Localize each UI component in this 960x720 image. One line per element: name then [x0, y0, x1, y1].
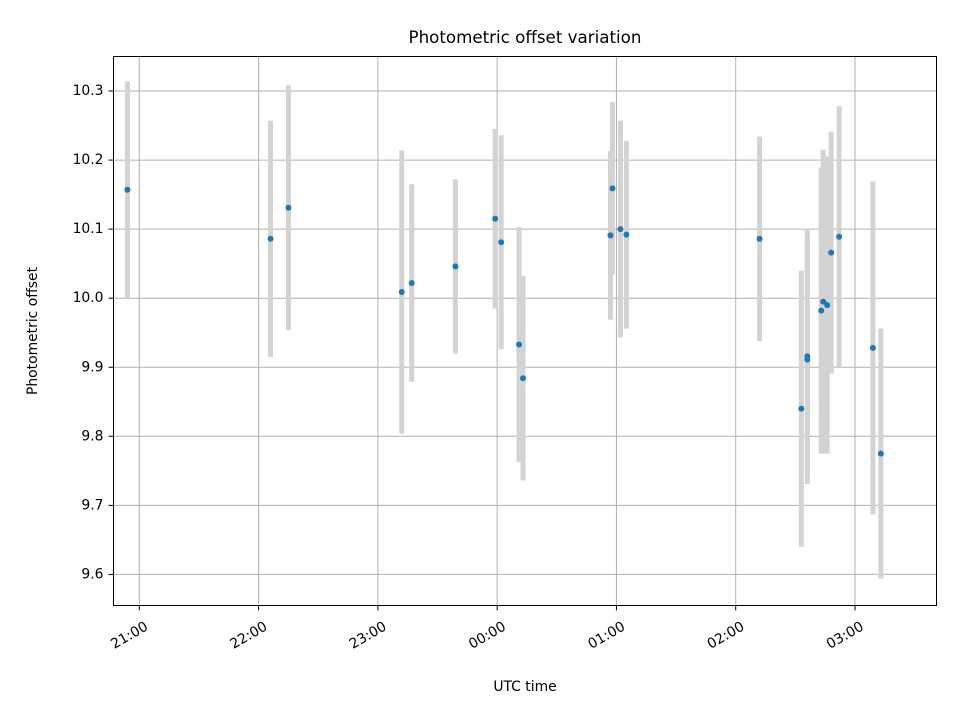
chart-title: Photometric offset variation: [409, 27, 642, 47]
y-tick-label: 9.8: [81, 428, 103, 444]
data-point: [492, 215, 499, 222]
y-axis-label: Photometric offset: [25, 266, 41, 395]
data-point: [124, 186, 131, 193]
data-point: [804, 356, 811, 363]
grid: [113, 56, 937, 606]
data-point: [408, 280, 415, 287]
y-tick-label: 10.3: [73, 83, 104, 99]
plot-frame: [113, 56, 937, 606]
data-point: [820, 298, 827, 305]
y-tick-label: 9.9: [81, 359, 103, 375]
y-tick-label: 10.1: [73, 221, 104, 237]
data-point: [516, 341, 523, 348]
data-point: [498, 239, 505, 246]
y-tick-label: 9.6: [81, 566, 103, 582]
data-point: [452, 263, 459, 270]
data-point: [818, 307, 825, 314]
data-point: [609, 185, 616, 192]
y-tick-label: 9.7: [81, 497, 103, 513]
data-point: [623, 231, 630, 238]
data-point: [798, 405, 805, 412]
data-point: [836, 233, 843, 240]
data-point: [607, 232, 614, 239]
data-point: [756, 235, 763, 242]
data-point: [285, 204, 292, 211]
data-points: [124, 185, 884, 457]
data-point: [267, 235, 274, 242]
data-point: [869, 344, 876, 351]
data-point: [824, 302, 831, 309]
y-tick-label: 10.0: [73, 290, 104, 306]
data-point: [877, 450, 884, 457]
data-point: [398, 288, 405, 295]
y-tick-label: 10.2: [73, 152, 104, 168]
x-axis-label: UTC time: [493, 679, 556, 695]
data-point: [520, 375, 527, 382]
data-point: [828, 249, 835, 256]
data-point: [617, 226, 624, 233]
